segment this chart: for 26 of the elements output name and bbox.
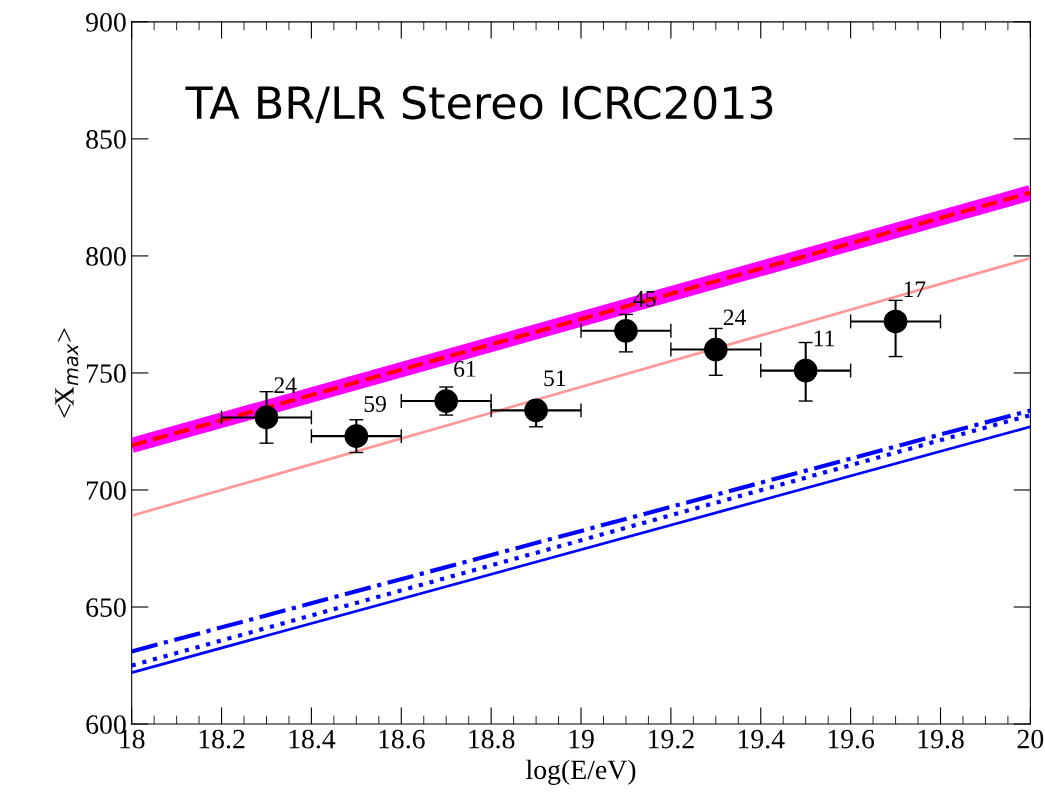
x-tick-label: 18.2	[199, 729, 245, 749]
annotation: 61	[454, 360, 476, 377]
x-tick-label: 18.4	[289, 729, 336, 749]
x-tick-label: 19.2	[649, 729, 694, 749]
x-tick-label: 18.8	[469, 729, 515, 749]
annotation: 59	[364, 396, 386, 412]
x-tick-label: 19	[569, 729, 594, 749]
x-tick-label: 19.8	[918, 729, 964, 749]
annotation: 24	[723, 309, 747, 326]
y-tick-label: 850	[86, 130, 126, 149]
y-tick-label: 650	[86, 598, 126, 617]
y-tick-label: 800	[86, 247, 126, 266]
y-axis-title: <X$_{max}$>	[55, 328, 79, 418]
x-tick-label: 18.6	[379, 729, 425, 749]
y-tick-label: 900	[86, 13, 126, 32]
x-tick-label: 19.6	[828, 729, 875, 749]
x-tick-label: 20	[1017, 729, 1044, 749]
x-axis-title: log(E/eV)	[526, 759, 636, 785]
annotation: 11	[814, 330, 834, 347]
annotation: 51	[544, 370, 566, 387]
text: TA BR/LR Stereo ICRC2013	[185, 85, 773, 123]
annotation: 24	[274, 377, 297, 393]
annotation: 17	[904, 281, 926, 297]
x-tick-label: 19.4	[738, 729, 785, 749]
y-tick-label: 750	[86, 364, 126, 383]
y-tick-label: 700	[86, 481, 126, 500]
